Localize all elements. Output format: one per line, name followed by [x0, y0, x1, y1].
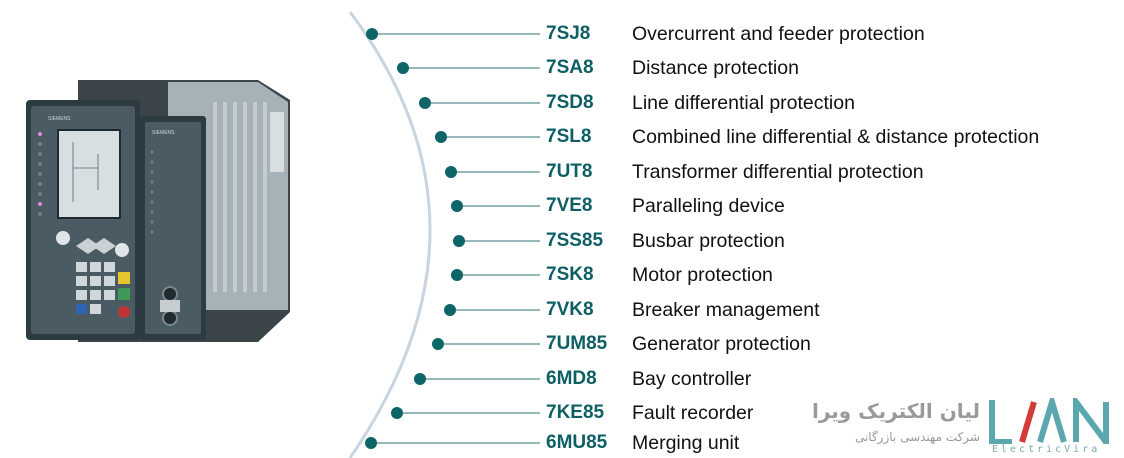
- protection-relay-device-image: SIEMENS SIEMENS: [26, 80, 290, 342]
- watermark-company-name: لیان الکتریک ویرا: [811, 399, 980, 423]
- timeline-dot: [397, 62, 409, 74]
- product-description: Combined line differential & distance pr…: [632, 126, 1040, 148]
- timeline-dot: [453, 235, 465, 247]
- timeline-dot: [451, 200, 463, 212]
- product-description: Breaker management: [632, 299, 820, 321]
- timeline-dot: [432, 338, 444, 350]
- watermark-brand-en: ElectricVira: [992, 444, 1101, 455]
- side-panel-brand-label: SIEMENS: [152, 130, 175, 136]
- timeline-dot: [445, 166, 457, 178]
- product-description: Distance protection: [632, 57, 799, 79]
- product-code: 7SK8: [546, 264, 594, 285]
- product-code: 7SL8: [546, 126, 592, 147]
- lian-logo-mark: [989, 398, 1109, 444]
- product-description: Motor protection: [632, 264, 773, 286]
- product-description: Busbar protection: [632, 230, 785, 252]
- product-code: 7SS85: [546, 230, 604, 251]
- product-code: 7KE85: [546, 402, 605, 423]
- timeline-dot: [366, 28, 378, 40]
- timeline-dot: [365, 437, 377, 449]
- timeline-dot: [444, 304, 456, 316]
- product-code: 6MU85: [546, 432, 608, 453]
- product-description: Generator protection: [632, 333, 811, 355]
- product-description: Bay controller: [632, 368, 752, 390]
- product-code: 6MD8: [546, 368, 597, 389]
- product-description: Merging unit: [632, 432, 740, 454]
- timeline-dot: [451, 269, 463, 281]
- product-code: 7UT8: [546, 161, 593, 182]
- product-description: Paralleling device: [632, 195, 785, 217]
- arc-line: [348, 11, 432, 458]
- watermark-company-subtitle: شرکت مهندسی بازرگانی: [854, 430, 980, 444]
- product-code: 7VE8: [546, 195, 593, 216]
- device-brand-label: SIEMENS: [48, 116, 71, 122]
- product-description: Transformer differential protection: [632, 161, 924, 183]
- timeline-dot: [391, 407, 403, 419]
- product-code: 7SA8: [546, 57, 594, 78]
- product-description: Overcurrent and feeder protection: [632, 23, 925, 45]
- timeline-dot: [419, 97, 431, 109]
- product-code: 7UM85: [546, 333, 608, 354]
- product-description: Line differential protection: [632, 92, 855, 114]
- timeline-dot: [414, 373, 426, 385]
- product-code: 7VK8: [546, 299, 594, 320]
- product-code: 7SJ8: [546, 23, 591, 44]
- product-description: Fault recorder: [632, 402, 754, 424]
- timeline-dot: [435, 131, 447, 143]
- watermark-logo: لیان الکتریک ویرا شرکت مهندسی بازرگانی E…: [812, 396, 1120, 458]
- product-code: 7SD8: [546, 92, 594, 113]
